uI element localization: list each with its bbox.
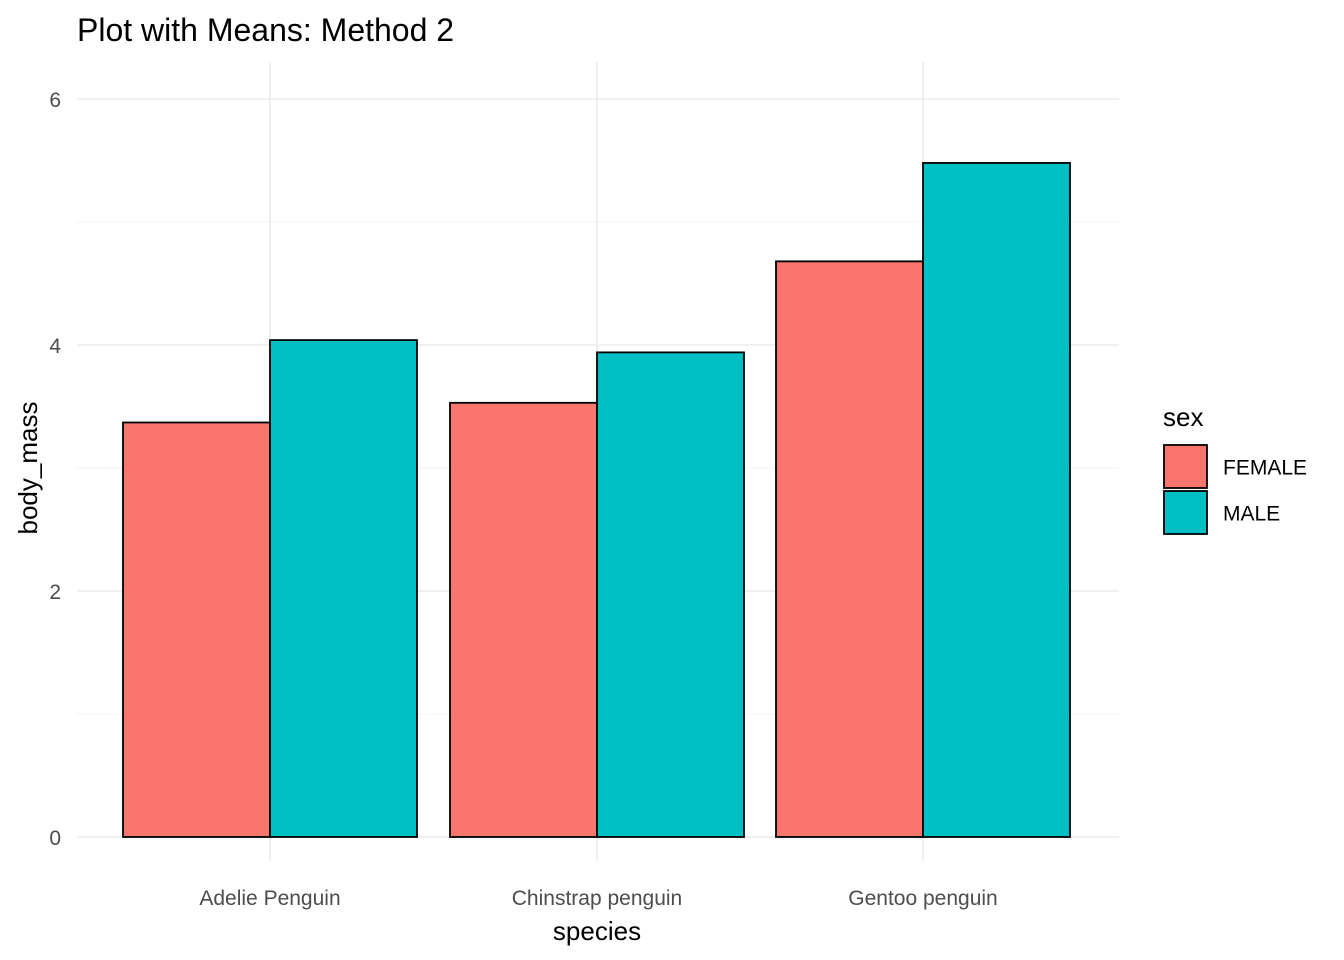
y-tick-label: 4 xyxy=(49,335,61,358)
bars xyxy=(122,162,1071,838)
bar-male-chinstrap-penguin xyxy=(596,351,745,838)
bar-male-adelie-penguin xyxy=(269,339,418,838)
x-tick-label: Chinstrap penguin xyxy=(512,887,682,910)
legend-label-male: MALE xyxy=(1223,503,1280,526)
bar-female-chinstrap-penguin xyxy=(449,401,598,838)
y-tick-label: 6 xyxy=(49,89,61,112)
y-tick-label: 2 xyxy=(49,581,61,604)
x-axis-ticks: Adelie Penguin Chinstrap penguin Gentoo pe… xyxy=(199,887,997,910)
legend-key-male xyxy=(1163,490,1208,535)
y-axis-ticks: 0 2 4 6 xyxy=(49,89,61,850)
bar-female-gentoo-penguin xyxy=(775,260,924,838)
legend-title: sex xyxy=(1163,402,1203,432)
x-tick-label: Adelie Penguin xyxy=(199,887,340,910)
legend-items: FEMALE MALE xyxy=(1163,444,1307,535)
y-tick-label: 0 xyxy=(49,827,61,850)
legend: sex FEMALE MALE xyxy=(1163,402,1307,535)
x-axis-title: species xyxy=(553,916,641,946)
legend-key-female xyxy=(1163,444,1208,489)
bar-male-gentoo-penguin xyxy=(922,162,1071,838)
legend-label-female: FEMALE xyxy=(1223,457,1307,480)
bar-female-adelie-penguin xyxy=(122,421,271,838)
x-tick-label: Gentoo penguin xyxy=(848,887,997,910)
chart-title: Plot with Means: Method 2 xyxy=(77,12,454,48)
y-axis-title: body_mass xyxy=(13,402,43,535)
